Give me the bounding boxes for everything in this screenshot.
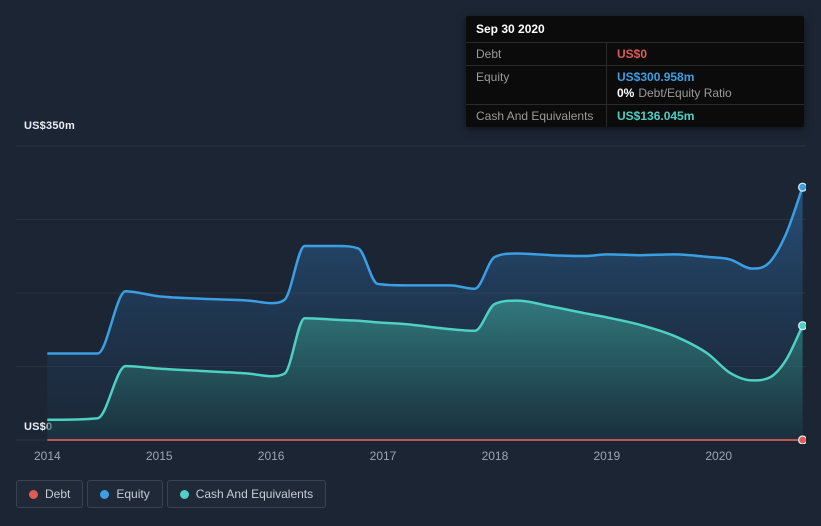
equity-color-dot [100,489,110,499]
chart-areas [47,187,803,440]
x-axis-label-2017: 2017 [369,449,397,463]
x-axis-label-2014: 2014 [33,449,61,463]
y-axis-label-max: US$350m [24,120,75,132]
tooltip-cash-row: Cash And Equivalents US$136.045m [466,105,804,127]
y-axis-label-min: US$0 [24,421,53,433]
tooltip-cash-value: US$136.045m [617,109,695,123]
chart-end-markers [798,182,806,444]
tooltip-equity-row: Equity US$300.958m 0% Debt/Equity Ratio [466,66,804,105]
x-axis-label-2018: 2018 [481,449,509,463]
tooltip-ratio-value: 0% [617,86,635,100]
legend-item-cash[interactable]: Cash And Equivalents [166,480,327,508]
x-axis-label-2020: 2020 [705,449,733,463]
x-axis-label-2015: 2015 [145,449,173,463]
tooltip-date: Sep 30 2020 [466,16,804,43]
legend-debt-label: Debt [45,487,71,501]
tooltip-equity-label: Equity [476,70,510,84]
tooltip-debt-value: US$0 [617,47,648,61]
debt-color-dot [29,489,38,499]
legend: Debt Equity Cash And Equivalents [16,480,327,508]
tooltip-equity-value: US$300.958m [617,70,695,84]
cash-color-dot [179,489,189,499]
x-axis: 2014 2015 2016 2017 2018 2019 2020 [0,449,821,465]
legend-item-equity[interactable]: Equity [87,480,163,508]
tooltip: Sep 30 2020 Debt US$0 Equity US$300.958m… [466,16,804,127]
legend-equity-label: Equity [116,487,150,501]
chart-plot[interactable] [16,144,806,444]
legend-item-debt[interactable]: Debt [16,480,84,508]
tooltip-ratio-label: Debt/Equity Ratio [638,86,732,100]
x-axis-label-2019: 2019 [593,449,621,463]
tooltip-debt-row: Debt US$0 [466,43,804,66]
chart-lines [47,186,804,441]
legend-cash-label: Cash And Equivalents [195,487,314,501]
tooltip-cash-label: Cash And Equivalents [476,109,594,123]
x-axis-label-2016: 2016 [257,449,285,463]
tooltip-debt-label: Debt [476,47,502,61]
tooltip-ratio: 0% Debt/Equity Ratio [617,86,794,100]
